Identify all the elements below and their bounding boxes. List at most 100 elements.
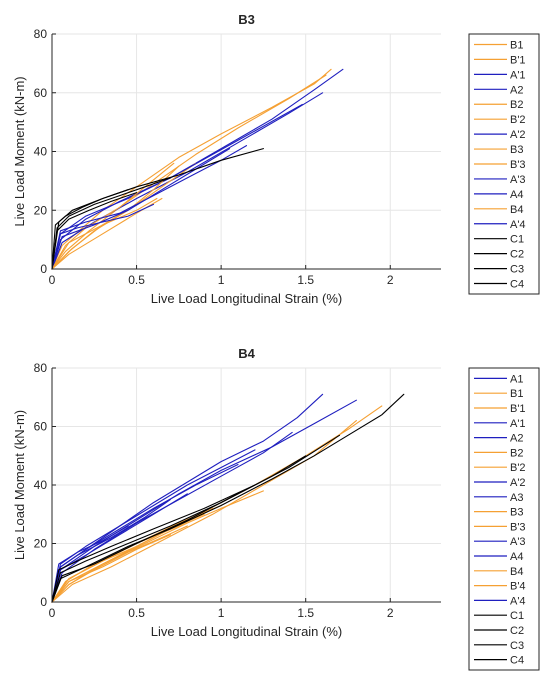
legend-label: C2	[510, 625, 524, 637]
y-tick-label: 20	[34, 537, 48, 551]
legend-label: C1	[510, 234, 524, 246]
legend-item: B2	[474, 99, 523, 111]
legend-label: A'3	[510, 536, 526, 548]
y-tick-label: 80	[34, 361, 48, 375]
series-line-c	[51, 393, 405, 603]
legend-label: B4	[510, 566, 523, 578]
legend-label: A'2	[510, 129, 526, 141]
legend-label: B3	[510, 507, 523, 519]
legend-item: B1	[474, 39, 523, 51]
series-line-a	[51, 499, 171, 603]
legend-item: A2	[474, 433, 523, 445]
legend-label: A'4	[510, 595, 526, 607]
y-tick-label: 40	[34, 478, 48, 492]
legend-label: A'1	[510, 418, 526, 430]
x-tick-label: 0	[49, 273, 56, 287]
x-tick-label: 2	[387, 606, 394, 620]
legend-item: A3	[474, 492, 523, 504]
x-axis-label: Live Load Longitudinal Strain (%)	[151, 624, 343, 639]
legend-box	[468, 367, 540, 671]
legend-label: B'1	[510, 403, 526, 415]
series-line-a	[51, 203, 155, 270]
legend-label: C3	[510, 640, 524, 652]
legend-label: C2	[510, 249, 524, 261]
series-line-a	[51, 493, 188, 603]
legend-item: B3	[474, 507, 523, 519]
x-tick-label: 1.5	[297, 273, 314, 287]
series-line-c	[51, 484, 256, 603]
series-line-c	[51, 434, 341, 603]
series-line-a	[51, 92, 324, 270]
legend-label: B1	[510, 39, 523, 51]
legend-item: A'2	[474, 129, 526, 141]
legend-label: C4	[510, 655, 524, 667]
x-tick-label: 0	[49, 606, 56, 620]
legend-item: A'4	[474, 219, 526, 231]
legend: B1 B'1 A'1 A2 B2 B'2 A'2 B3 B'3 A'3 A4 B4 A'4 C1 C2 C3 C…	[468, 33, 540, 295]
legend-label: B1	[510, 388, 523, 400]
x-tick-label: 1	[218, 606, 225, 620]
x-tick-label: 0.5	[128, 273, 145, 287]
legend-item: A4	[474, 551, 523, 563]
legend-label: B2	[510, 99, 523, 111]
legend-item: B'1	[474, 54, 526, 66]
series-line-c	[51, 455, 307, 603]
legend-item: C3	[474, 264, 524, 276]
x-tick-label: 1.5	[297, 606, 314, 620]
legend-label: A4	[510, 189, 523, 201]
y-tick-label: 60	[34, 86, 48, 100]
legend-item: C2	[474, 625, 524, 637]
y-axis-label: Live Load Moment (kN-m)	[12, 76, 27, 226]
series-line-a	[51, 449, 256, 603]
legend-item: B'4	[474, 581, 526, 593]
x-tick-label: 1	[218, 273, 225, 287]
y-tick-label: 0	[40, 595, 47, 609]
y-axis-label: Live Load Moment (kN-m)	[12, 410, 27, 560]
legend-label: B4	[510, 204, 523, 216]
legend-item: B'3	[474, 159, 526, 171]
legend-item: B2	[474, 447, 523, 459]
legend-label: A'3	[510, 174, 526, 186]
x-tick-label: 2	[387, 273, 394, 287]
legend-label: A'4	[510, 219, 526, 231]
series-line-c	[51, 189, 129, 270]
series-line-c	[51, 177, 171, 270]
legend-label: C3	[510, 264, 524, 276]
legend-item: C2	[474, 249, 524, 261]
legend-item: A'3	[474, 174, 526, 186]
series-line-a	[51, 103, 303, 270]
y-tick-label: 0	[40, 262, 47, 276]
legend-label: B'4	[510, 581, 526, 593]
series-line-b	[51, 525, 188, 603]
legend-item: B'2	[474, 462, 526, 474]
y-tick-label: 60	[34, 420, 48, 434]
legend-label: A'2	[510, 477, 526, 489]
series-line-c	[51, 192, 138, 270]
legend-item: A'1	[474, 69, 526, 81]
legend-item: B'2	[474, 114, 526, 126]
series-line-b	[51, 534, 171, 603]
legend-item: A'3	[474, 536, 526, 548]
legend-item: C3	[474, 640, 524, 652]
legend-label: B3	[510, 144, 523, 156]
chart-title: B3	[238, 12, 255, 27]
legend-item: A1	[474, 373, 523, 385]
legend-label: A1	[510, 373, 523, 385]
legend-item: A'2	[474, 477, 526, 489]
x-tick-label: 0.5	[128, 606, 145, 620]
series-line-b	[51, 197, 158, 270]
chart-title: B4	[238, 346, 255, 361]
legend-label: B'2	[510, 462, 526, 474]
legend-item: A4	[474, 189, 523, 201]
legend-label: A3	[510, 492, 523, 504]
legend-item: B'3	[474, 521, 526, 533]
series-line-a	[51, 145, 248, 270]
legend-item: B4	[474, 566, 523, 578]
y-tick-label: 40	[34, 145, 48, 159]
legend-item: C4	[474, 279, 524, 291]
legend-label: C4	[510, 279, 524, 291]
legend-label: A2	[510, 433, 523, 445]
